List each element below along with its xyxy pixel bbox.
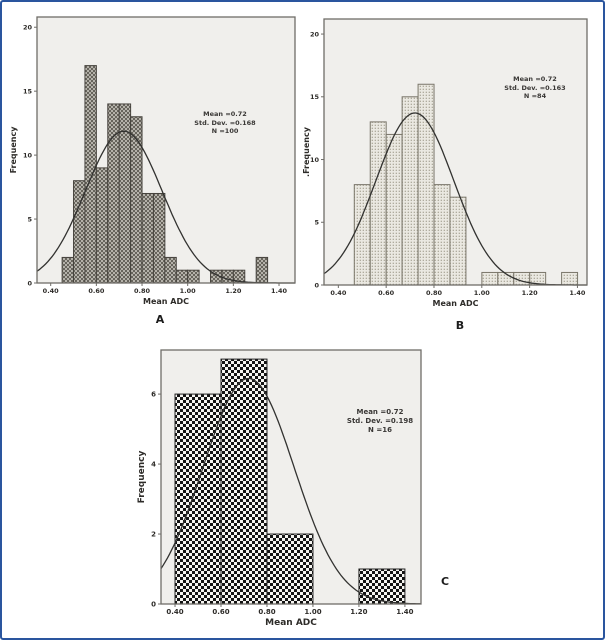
x-tick-label: 1.40: [271, 287, 288, 295]
normal-curve: [323, 112, 587, 286]
x-tick-label: 1.40: [396, 608, 413, 616]
plot-frame: [36, 16, 296, 284]
histogram-bar: [358, 568, 406, 605]
x-tick-label: 0.40: [166, 608, 183, 616]
histogram-bar: [187, 269, 200, 284]
histogram-bar: [369, 121, 387, 286]
y-tick-label: 10: [23, 152, 33, 160]
x-tick-label: 1.20: [522, 289, 539, 297]
histogram-bar: [255, 256, 269, 284]
y-tick-label: 20: [310, 30, 320, 38]
stat-stddev: Std. Dev. =0.198: [346, 417, 414, 425]
histogram-panel-a: 0.40 0.60 0.80 1.00 1.20 1.40 0 5 10 15 20 Mean ADC…: [9, 16, 296, 306]
stat-n: N =16: [368, 426, 392, 434]
x-tick-label: 1.00: [180, 287, 197, 295]
panel-letter-b: B: [455, 319, 465, 332]
x-tick-label: 1.40: [569, 289, 586, 297]
histogram-bar: [175, 269, 189, 284]
x-tick-label: 0.60: [378, 289, 395, 297]
x-tick-label: 1.20: [225, 287, 242, 295]
histogram-bar: [353, 184, 371, 286]
histogram-bar: [221, 269, 234, 284]
histogram-panel-c: 0.40 0.60 0.80 1.00 1.20 1.40 0 2 4 6 Mean ADC Freq…: [137, 349, 422, 628]
y-axis-label: Frequency: [9, 126, 18, 174]
stat-stddev: Std. Dev. =0.163: [504, 83, 566, 92]
y-tick-label: 0: [151, 600, 156, 608]
stats-annotation-b: Mean =0.72 Std. Dev. =0.163 N =84: [491, 75, 579, 101]
histogram-bar: [220, 358, 268, 605]
x-tick-label: 0.60: [88, 287, 105, 295]
y-tick-label: 4: [151, 460, 156, 468]
histogram-bar: [433, 184, 451, 286]
plot-frame: [323, 18, 588, 286]
histogram-bar: [107, 103, 120, 284]
histogram-bar: [152, 192, 166, 284]
panel-letter-c: C: [440, 575, 450, 588]
x-tick-label: 1.00: [474, 289, 491, 297]
normal-curve: [160, 377, 421, 605]
y-tick-label: 5: [27, 215, 32, 223]
stat-mean: Mean =0.72: [513, 75, 557, 83]
y-tick-label: 6: [151, 390, 156, 398]
y-tick-label: 15: [310, 93, 320, 101]
x-axis-label: Mean ADC: [265, 618, 317, 628]
stat-n: N =100: [211, 127, 239, 135]
y-tick-label: 20: [23, 24, 33, 32]
histogram-bar: [449, 196, 467, 286]
plot-frame: [160, 349, 422, 605]
x-axis-label: Mean ADC: [433, 299, 479, 308]
histogram-bar: [401, 96, 419, 286]
histogram-bar: [174, 393, 222, 605]
stats-annotation-c: Mean =0.72 Std. Dev. =0.198 N =16: [336, 408, 424, 435]
histogram-bar: [130, 116, 143, 284]
stat-stddev: Std. Dev. =0.168: [194, 118, 256, 127]
stat-n: N =84: [523, 92, 547, 100]
y-axis-label: Frequency: [137, 451, 147, 504]
x-tick-label: 0.40: [330, 289, 347, 297]
histogram-bar: [141, 192, 154, 284]
x-axis-label: Mean ADC: [143, 297, 189, 306]
x-tick-label: 0.40: [43, 287, 60, 295]
panel-letter-a: A: [155, 313, 165, 326]
histogram-bar: [266, 533, 314, 605]
stats-annotation-a: Mean =0.72 Std. Dev. =0.168 N =100: [181, 110, 269, 136]
y-tick-label: 5: [314, 219, 319, 227]
histogram-bar: [95, 167, 109, 284]
y-tick-label: 10: [310, 156, 320, 164]
y-axis-label: .Frequency: [302, 126, 311, 177]
x-tick-label: 0.60: [212, 608, 229, 616]
y-tick-label: 15: [23, 88, 33, 96]
x-tick-label: 1.00: [304, 608, 321, 616]
stat-mean: Mean =0.72: [203, 110, 247, 118]
x-tick-label: 1.20: [350, 608, 367, 616]
histogram-bar: [61, 256, 75, 284]
y-tick-label: 0: [27, 279, 32, 287]
histogram-bar: [561, 271, 579, 286]
histogram-bar: [164, 256, 177, 284]
y-tick-label: 2: [151, 530, 156, 538]
histogram-bar: [385, 133, 403, 286]
stat-mean: Mean =0.72: [356, 408, 404, 416]
histogram-bar: [84, 65, 97, 284]
x-tick-label: 0.80: [134, 287, 151, 295]
histogram-bar: [481, 271, 499, 286]
x-tick-label: 0.80: [426, 289, 443, 297]
x-tick-label: 0.80: [258, 608, 275, 616]
histogram-panel-b: 0.40 0.60 0.80 1.00 1.20 1.40 0 5 10 15 20 Mean ADC…: [302, 18, 588, 308]
y-tick-label: 0: [314, 281, 319, 289]
